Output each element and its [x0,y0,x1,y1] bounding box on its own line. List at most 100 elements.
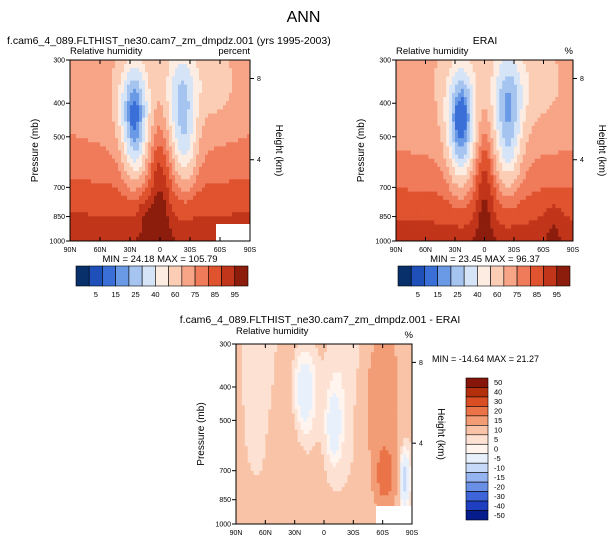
field-cell [112,101,116,106]
field-cell [466,179,471,184]
field-cell [130,109,134,114]
field-cell [238,125,242,131]
field-cell [472,203,477,209]
field-cell [229,134,233,139]
field-cell [534,105,538,110]
field-cell [127,195,131,201]
field-cell [106,154,110,160]
field-cell [229,142,233,147]
field-cell [484,203,488,209]
field-cell [570,150,574,156]
field-cell [148,191,152,197]
field-cell [166,158,170,164]
field-cell [416,191,420,197]
field-cell [401,199,406,205]
field-cell [106,92,110,98]
field-cell [241,179,245,184]
field-cell [196,183,200,188]
field-cell [73,208,77,213]
field-cell [97,92,101,98]
field-cell [564,150,568,156]
field-cell [502,80,506,86]
field-cell [446,150,450,156]
field-cell [73,117,77,123]
field-cell [431,142,435,147]
field-cell [247,199,251,205]
field-cell [537,68,541,73]
field-cell [561,117,565,123]
field-cell [79,179,83,184]
field-cell [85,101,89,106]
field-cell [519,121,524,127]
field-cell [217,105,221,110]
field-cell [226,216,230,221]
field-cell [564,60,568,65]
field-cell [452,64,456,69]
field-cell [244,88,248,94]
field-cell [552,150,556,156]
field-cell [525,183,530,188]
field-cell [151,64,155,69]
field-cell [73,129,77,135]
field-cell [163,125,167,131]
field-cell [443,105,447,110]
field-cell [540,203,544,209]
field-cell [410,171,415,176]
field-cell [499,191,503,197]
field-cell [404,125,409,131]
field-cell [475,60,479,65]
field-cell [172,228,176,234]
field-cell [202,109,206,114]
field-cell [404,203,409,209]
field-cell [472,166,477,172]
field-cell [91,68,95,73]
field-cell [100,162,104,168]
field-cell [235,179,239,184]
field-cell [552,162,556,168]
field-cell [425,125,429,131]
field-cell [396,146,400,151]
field-cell [136,191,140,197]
field-cell [217,134,221,139]
field-cell [490,175,494,180]
field-cell [121,101,125,106]
field-cell [145,212,149,217]
field-cell [481,203,485,209]
field-cell [100,236,104,242]
field-cell [217,212,221,217]
field-cell [431,64,435,69]
field-cell [118,97,122,102]
field-cell [169,232,173,238]
field-cell [205,212,209,217]
field-cell [481,134,485,139]
field-cell [202,138,206,143]
field-cell [133,109,137,114]
field-cell [169,109,173,114]
field-cell [437,138,441,143]
field-cell [235,195,239,201]
field-cell [404,142,409,147]
field-cell [181,171,185,176]
field-cell [434,134,438,139]
field-cell [493,113,497,118]
field-cell [516,68,521,73]
field-cell [514,175,518,180]
field-cell [552,125,556,131]
field-cell [130,117,134,123]
field-cell [493,208,497,213]
x-tick-label: 30S [184,247,197,254]
field-cell [410,208,415,213]
field-cell [100,179,104,184]
field-cell [440,64,444,69]
field-cell [163,187,167,193]
field-cell [481,142,485,147]
field-cell [457,146,462,151]
field-cell [109,64,113,69]
field-cell [549,203,553,209]
field-cell [82,187,86,193]
field-cell [151,117,155,123]
field-cell [151,208,155,213]
field-cell [534,80,538,86]
field-cell [561,60,565,65]
field-cell [79,212,83,217]
